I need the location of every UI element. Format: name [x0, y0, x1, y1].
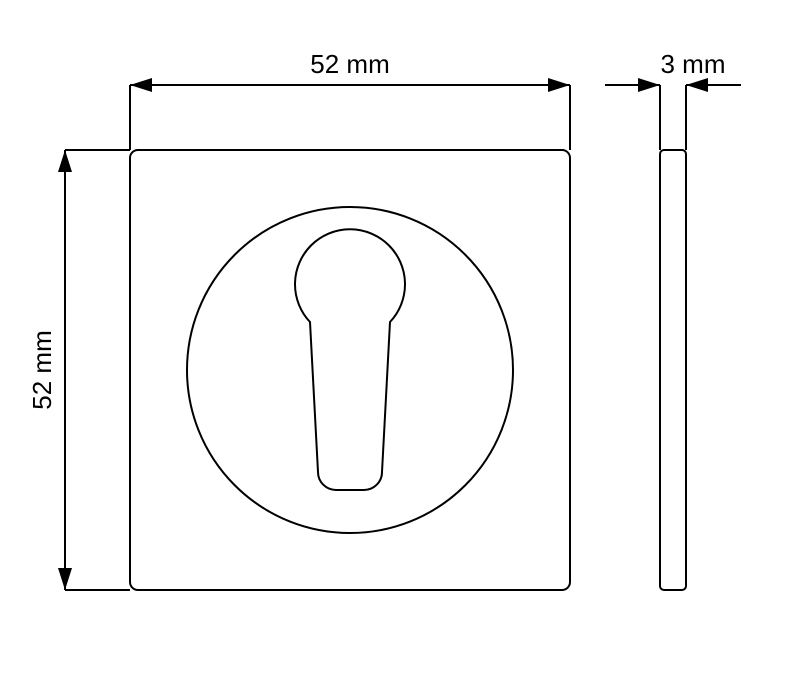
inner-circle: [187, 207, 513, 533]
side-plate: [660, 150, 686, 590]
arrowhead-icon: [58, 568, 72, 590]
arrowhead-icon: [686, 78, 708, 92]
arrowhead-icon: [548, 78, 570, 92]
keyhole-outline: [295, 229, 405, 490]
dim-thickness-label: 3 mm: [661, 49, 726, 79]
arrowhead-icon: [638, 78, 660, 92]
dim-height-label: 52 mm: [27, 330, 57, 409]
arrowhead-icon: [130, 78, 152, 92]
technical-drawing: 52 mm 52 mm 3 mm: [0, 0, 800, 700]
front-plate: [130, 150, 570, 590]
arrowhead-icon: [58, 150, 72, 172]
dim-width-label: 52 mm: [310, 49, 389, 79]
